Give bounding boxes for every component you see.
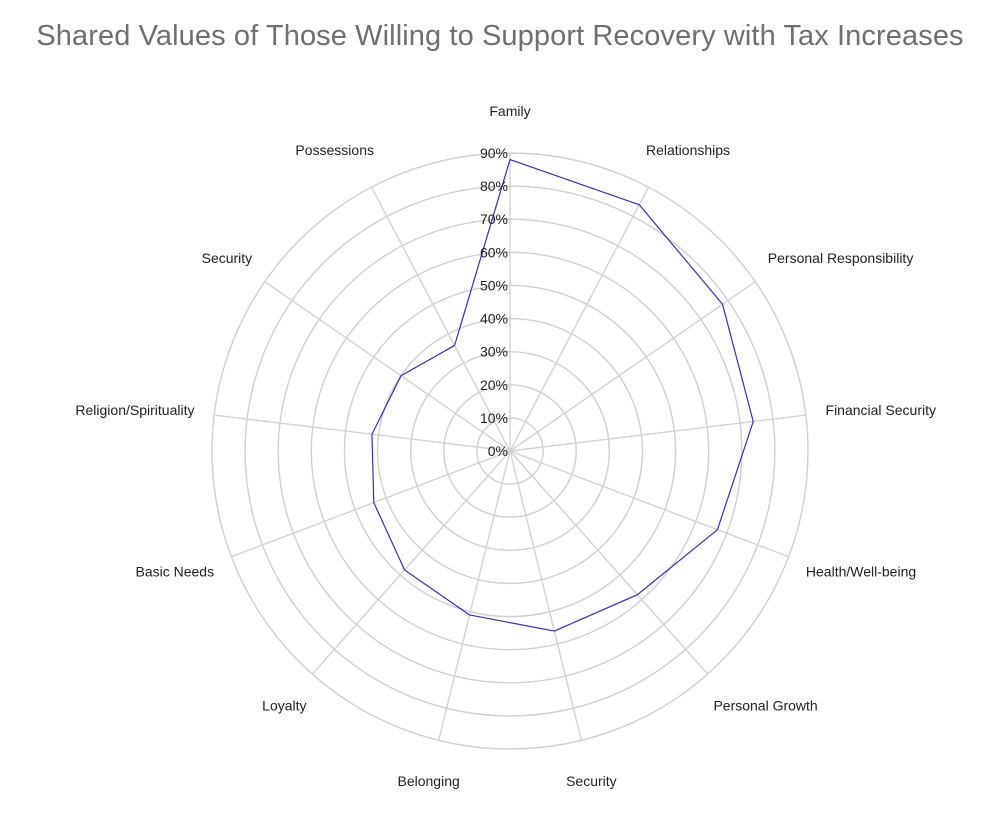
tick-label: 10%	[480, 410, 508, 426]
tick-labels: 0% 10% 20% 30% 40% 50% 60% 70% 80% 90%	[480, 145, 508, 459]
axis-labels: Family Relationships Personal Responsibili…	[75, 103, 936, 789]
spoke-line	[438, 450, 511, 741]
tick-label: 20%	[480, 377, 508, 393]
tick-label: 50%	[480, 277, 508, 293]
chart-title: Shared Values of Those Willing to Suppor…	[36, 20, 964, 52]
tick-label: 30%	[480, 344, 508, 360]
grid-layer	[211, 152, 809, 750]
axis-label: Financial Security	[826, 402, 937, 418]
axis-label: Possessions	[295, 142, 374, 158]
axis-label: Personal Growth	[713, 697, 817, 713]
axis-label: Loyalty	[262, 697, 306, 713]
axis-label: Belonging	[397, 773, 459, 789]
spoke-line	[509, 414, 806, 452]
spoke-line	[509, 450, 709, 675]
spoke-line	[509, 281, 756, 452]
tick-label: 60%	[480, 244, 508, 260]
series-line	[371, 159, 754, 632]
axis-label: Relationships	[646, 142, 730, 158]
axis-label: Family	[489, 103, 530, 119]
tick-label: 70%	[480, 211, 508, 227]
axis-label: Health/Well-being	[806, 564, 916, 580]
axis-label: Personal Responsibility	[768, 250, 914, 266]
axis-label: Basic Needs	[135, 564, 214, 580]
tick-label: 40%	[480, 311, 508, 327]
spoke-line	[231, 450, 511, 558]
spoke-line	[509, 450, 789, 558]
spoke-line	[264, 281, 511, 452]
tick-label: 0%	[488, 443, 508, 459]
axis-label: Security	[566, 773, 617, 789]
axis-label: Security	[202, 250, 253, 266]
axis-label: Religion/Spirituality	[75, 402, 194, 418]
spoke-line	[509, 186, 650, 452]
tick-label: 90%	[480, 145, 508, 161]
spoke-line	[214, 414, 511, 452]
tick-label: 80%	[480, 178, 508, 194]
spoke-line	[311, 450, 511, 675]
series-layer	[371, 159, 754, 632]
spoke-line	[370, 186, 511, 452]
spoke-line	[509, 450, 582, 741]
